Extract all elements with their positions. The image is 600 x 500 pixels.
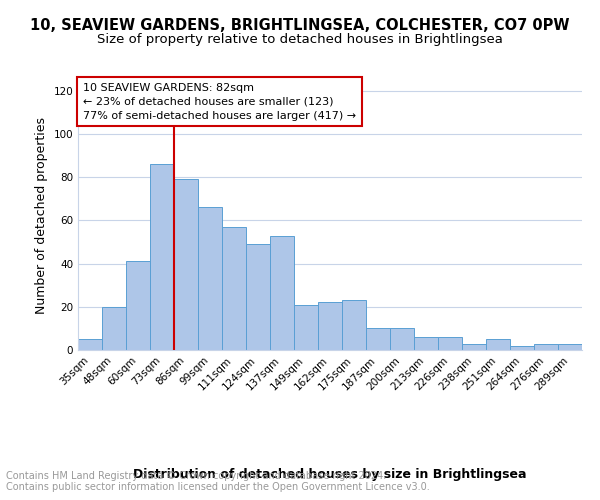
Y-axis label: Number of detached properties: Number of detached properties [35, 116, 48, 314]
Text: 10, SEAVIEW GARDENS, BRIGHTLINGSEA, COLCHESTER, CO7 0PW: 10, SEAVIEW GARDENS, BRIGHTLINGSEA, COLC… [30, 18, 570, 32]
Bar [126, 262, 150, 350]
Bar [486, 339, 510, 350]
Bar [222, 227, 246, 350]
Bar [462, 344, 486, 350]
Bar [366, 328, 390, 350]
Bar [198, 208, 222, 350]
Bar [294, 304, 318, 350]
Bar [78, 339, 102, 350]
Bar [534, 344, 558, 350]
Bar [342, 300, 366, 350]
Text: Size of property relative to detached houses in Brightlingsea: Size of property relative to detached ho… [97, 32, 503, 46]
Bar [390, 328, 414, 350]
Text: 10 SEAVIEW GARDENS: 82sqm
← 23% of detached houses are smaller (123)
77% of semi: 10 SEAVIEW GARDENS: 82sqm ← 23% of detac… [83, 82, 356, 120]
Bar [558, 344, 582, 350]
Bar [270, 236, 294, 350]
X-axis label: Distribution of detached houses by size in Brightlingsea: Distribution of detached houses by size … [133, 468, 527, 481]
Bar [438, 337, 462, 350]
Bar [102, 307, 126, 350]
Bar [414, 337, 438, 350]
Bar [318, 302, 342, 350]
Bar [174, 180, 198, 350]
Bar [510, 346, 534, 350]
Text: Contains HM Land Registry data © Crown copyright and database right 2024.
Contai: Contains HM Land Registry data © Crown c… [6, 471, 430, 492]
Bar [246, 244, 270, 350]
Bar [150, 164, 174, 350]
